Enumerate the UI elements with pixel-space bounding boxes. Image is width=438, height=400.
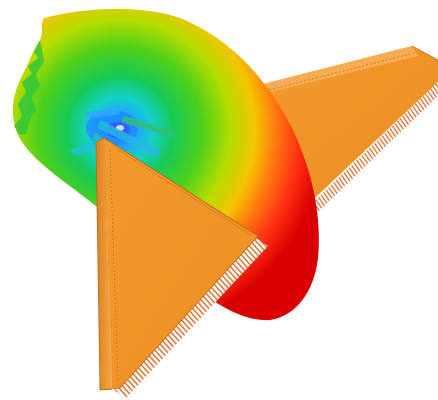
back-fin-edge-line [411, 45, 438, 61]
front-fin-crease-top [111, 145, 253, 237]
contour-disc-ragged-edge [14, 40, 44, 135]
back-fin-serrated-edge [300, 82, 438, 215]
back-fin-crease [241, 52, 415, 98]
front-fin-serrated-edge [114, 238, 268, 398]
back-fin-top-edge [232, 46, 418, 100]
front-fin [95, 137, 268, 398]
front-fin-thickness [96, 138, 112, 390]
front-fin-face [104, 138, 258, 388]
front-fin-crease-left [109, 149, 119, 383]
front-fin-outline [95, 137, 259, 391]
